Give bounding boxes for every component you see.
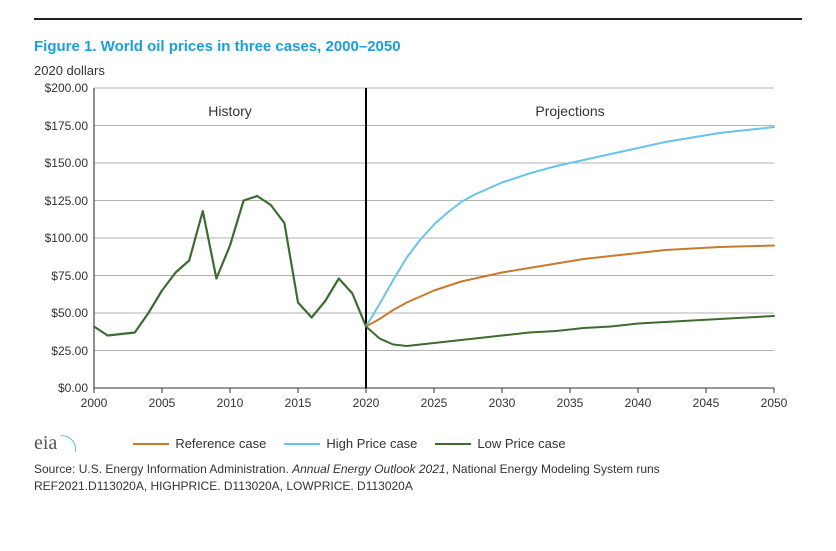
legend-swatch-high xyxy=(284,443,320,445)
legend-label-reference: Reference case xyxy=(175,436,266,451)
source-prefix: Source: U.S. Energy Information Administ… xyxy=(34,462,292,476)
y-tick-label: $125.00 xyxy=(45,194,88,208)
y-tick-label: $200.00 xyxy=(45,81,88,95)
y-tick-label: $0.00 xyxy=(58,381,88,395)
figure-subtitle: 2020 dollars xyxy=(34,63,802,78)
x-tick-label: 2020 xyxy=(353,396,380,410)
x-axis: 2000200520102015202020252030203520402045… xyxy=(94,388,774,428)
top-rule xyxy=(34,18,802,20)
eia-logo: eia xyxy=(34,432,75,455)
chart: $0.00 $25.00 $50.00 $75.00 $100.00 $125.00 $15… xyxy=(34,88,774,428)
legend-item-low: Low Price case xyxy=(435,436,565,451)
source-line2: REF2021.D113020A, HIGHPRICE. D113020A, L… xyxy=(34,479,413,493)
y-tick-label: $50.00 xyxy=(51,306,88,320)
x-tick-label: 2035 xyxy=(557,396,584,410)
x-tick-label: 2015 xyxy=(285,396,312,410)
y-tick-label: $75.00 xyxy=(51,269,88,283)
legend-swatch-reference xyxy=(133,443,169,445)
y-tick-label: $25.00 xyxy=(51,344,88,358)
region-label-projections: Projections xyxy=(535,103,604,119)
x-tick-label: 2010 xyxy=(217,396,244,410)
region-label-history: History xyxy=(208,103,252,119)
y-axis: $0.00 $25.00 $50.00 $75.00 $100.00 $125.00 $15… xyxy=(34,88,94,428)
figure-source: Source: U.S. Energy Information Administ… xyxy=(34,461,802,495)
legend-label-high: High Price case xyxy=(326,436,417,451)
x-tick-label: 2045 xyxy=(693,396,720,410)
x-tick-label: 2000 xyxy=(81,396,108,410)
plot-area: History Projections xyxy=(94,88,774,388)
plot-svg xyxy=(94,88,774,388)
source-suffix: , National Energy Modeling System runs xyxy=(446,462,660,476)
x-tick-label: 2025 xyxy=(421,396,448,410)
x-tick-label: 2040 xyxy=(625,396,652,410)
y-tick-label: $175.00 xyxy=(45,119,88,133)
x-tick-label: 2005 xyxy=(149,396,176,410)
figure-title: Figure 1. World oil prices in three case… xyxy=(34,38,802,55)
y-tick-label: $150.00 xyxy=(45,156,88,170)
legend-label-low: Low Price case xyxy=(477,436,565,451)
source-italic: Annual Energy Outlook 2021 xyxy=(292,462,445,476)
x-tick-label: 2030 xyxy=(489,396,516,410)
legend-swatch-low xyxy=(435,443,471,445)
legend: eia Reference case High Price case Low P… xyxy=(34,432,802,455)
legend-item-high: High Price case xyxy=(284,436,417,451)
legend-item-reference: Reference case xyxy=(133,436,266,451)
x-tick-label: 2050 xyxy=(761,396,788,410)
y-tick-label: $100.00 xyxy=(45,231,88,245)
